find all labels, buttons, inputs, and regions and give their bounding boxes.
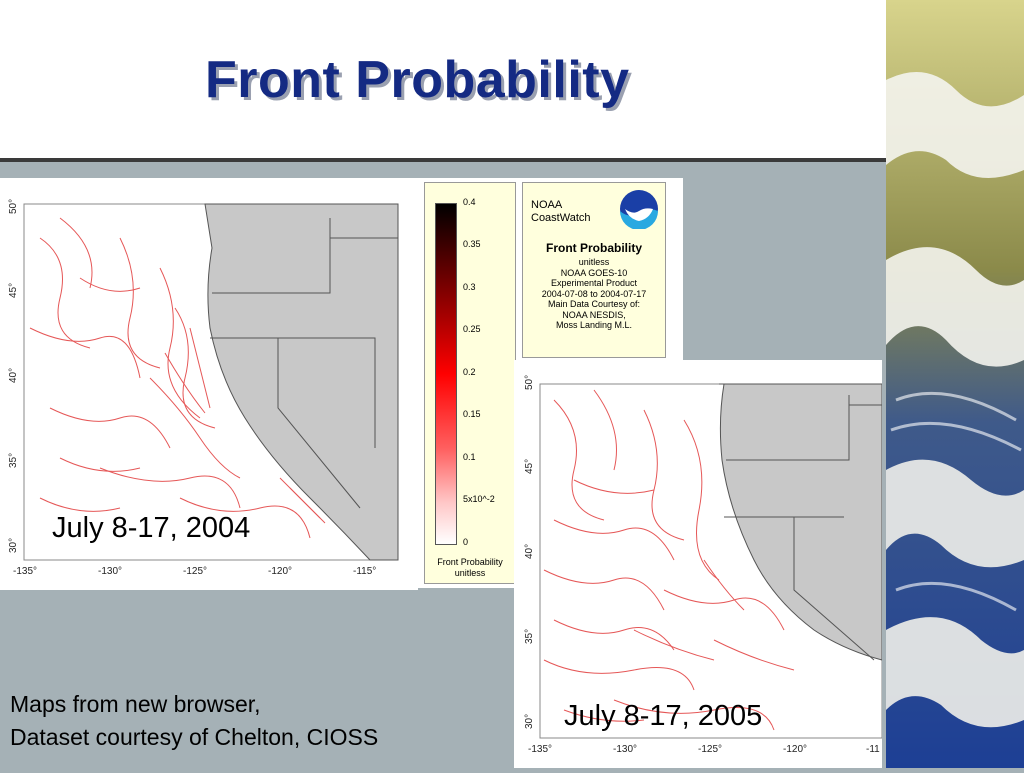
- info-line: unitless: [578, 257, 610, 267]
- lon-tick: -130°: [613, 744, 638, 755]
- map-2004-graphic: [23, 203, 399, 561]
- lon-tick: -120°: [783, 744, 808, 755]
- lon-tick: -115°: [353, 566, 377, 577]
- lat-tick: 45°: [8, 282, 19, 298]
- colorbar-tick: 5x10^-2: [463, 494, 495, 504]
- noaa-coastwatch-label: NOAA CoastWatch: [531, 199, 591, 225]
- lat-tick: 45°: [524, 458, 535, 474]
- colorbar-tick: 0.35: [463, 239, 481, 249]
- info-box: NOAA CoastWatch Front Probability unitle…: [522, 182, 666, 358]
- colorbar-tick: 0: [463, 537, 469, 547]
- lon-tick: -135°: [13, 566, 38, 577]
- map-caption-2005: July 8-17, 2005: [564, 700, 763, 732]
- header-divider: [0, 158, 886, 162]
- info-line: Main Data Courtesy of:: [547, 299, 641, 309]
- lat-tick: 30°: [8, 537, 19, 553]
- colorbar-tick: 0.3: [463, 282, 476, 292]
- lat-tick: 30°: [524, 713, 535, 729]
- lon-tick: -11: [866, 744, 880, 755]
- source-note-line: Dataset courtesy of Chelton, CIOSS: [10, 724, 379, 750]
- colorbar-unit: unitless: [454, 568, 486, 578]
- wave-decoration: [886, 0, 1024, 768]
- lat-tick: 40°: [524, 543, 535, 559]
- lon-tick: -130°: [98, 566, 123, 577]
- map-2005-graphic: [539, 383, 882, 739]
- colorbar-box: 0.4 0.35 0.3 0.25 0.2 0.15 0.1 5x10^-2 0…: [424, 182, 516, 584]
- source-note: Maps from new browser, Dataset courtesy …: [10, 688, 378, 754]
- lon-tick: -125°: [183, 566, 208, 577]
- lat-tick: 50°: [524, 374, 535, 390]
- org-line: CoastWatch: [531, 212, 591, 224]
- lon-tick: -125°: [698, 744, 723, 755]
- info-line: NOAA GOES-10: [560, 267, 628, 278]
- map-caption-2004: July 8-17, 2004: [52, 512, 251, 544]
- info-line: Experimental Product: [550, 278, 638, 288]
- colorbar: [435, 203, 457, 545]
- lat-tick: 40°: [8, 367, 19, 383]
- colorbar-tick: 0.15: [463, 409, 481, 419]
- lat-tick: 50°: [8, 198, 19, 214]
- org-line: NOAA: [531, 199, 563, 211]
- slide-title: Front Probability: [205, 51, 630, 109]
- info-line: NOAA NESDIS,: [562, 309, 626, 320]
- lon-tick: -120°: [268, 566, 293, 577]
- info-line: 2004-07-08 to 2004-07-17: [541, 288, 647, 299]
- info-line: Moss Landing M.L.: [555, 320, 633, 330]
- colorbar-tick: 0.2: [463, 367, 476, 377]
- colorbar-tick: 0.1: [463, 452, 476, 462]
- slide-header: [0, 0, 886, 160]
- colorbar-label: Front Probability: [437, 557, 503, 567]
- colorbar-tick: 0.25: [463, 324, 481, 334]
- lon-tick: -135°: [528, 744, 553, 755]
- source-note-line: Maps from new browser,: [10, 691, 261, 717]
- colorbar-tick: 0.4: [463, 197, 476, 207]
- info-title: Front Probability: [546, 241, 642, 255]
- front-map-2005: 50° 45° 40° 35° 30° -135° -130° -125° -1…: [514, 360, 882, 768]
- noaa-logo-icon: [620, 190, 658, 229]
- front-map-2004: 50° 45° 40° 35° 30° -135° -130° -125° -1…: [0, 178, 418, 590]
- info-details: unitless NOAA GOES-10 Experimental Produ…: [523, 257, 665, 331]
- lat-tick: 35°: [524, 628, 535, 644]
- lat-tick: 35°: [8, 452, 19, 468]
